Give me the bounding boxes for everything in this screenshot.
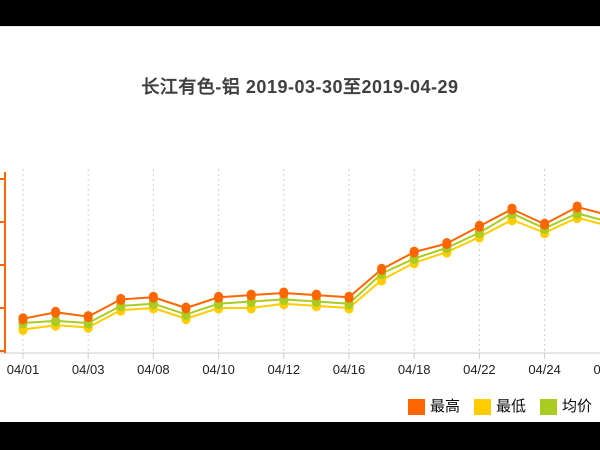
letterbox-bottom [0, 422, 600, 450]
data-point-high[interactable] [116, 293, 126, 305]
data-point-high[interactable] [474, 220, 484, 232]
data-point-high[interactable] [442, 238, 452, 249]
data-point-high[interactable] [540, 218, 550, 230]
legend-item-high[interactable]: 最高 [407, 398, 460, 415]
data-point-high[interactable] [311, 289, 321, 301]
legend-label-avg: 均价 [561, 398, 592, 415]
chart-svg[interactable]: 04/01 04/03 04/08 04/10 04/12 04/16 04/18 04/22… [0, 27, 600, 423]
data-point-high[interactable] [409, 246, 419, 258]
legend-swatch-high [407, 399, 425, 415]
data-point-avg[interactable] [51, 315, 61, 327]
chart-title: 长江有色-铝 2019-03-30至2019-04-29 [141, 77, 459, 97]
data-point-high[interactable] [572, 201, 582, 213]
data-point-high[interactable] [51, 306, 61, 318]
data-point-high[interactable] [279, 287, 289, 299]
x-axis-label: 04/01 [7, 362, 40, 377]
legend-label-high: 最高 [429, 398, 460, 415]
x-axis-label: 04/26 [594, 362, 600, 377]
data-point-high[interactable] [344, 291, 354, 303]
x-axis-label: 04/22 [463, 362, 496, 377]
letterbox-top [0, 0, 600, 26]
data-point-high[interactable] [377, 263, 387, 275]
x-axis-label: 04/24 [528, 362, 561, 377]
x-axis-label: 04/08 [137, 362, 170, 377]
chart-panel: 长江有色-铝 2019-03-30至2019-04-29 04/01 04/03 0… [0, 26, 600, 422]
data-point-high[interactable] [214, 291, 224, 303]
chart-legend: 最高 最低 均价 [407, 398, 592, 416]
legend-swatch-avg [539, 399, 557, 415]
data-point-high[interactable] [507, 203, 517, 215]
data-point-high[interactable] [181, 302, 191, 314]
data-point-high[interactable] [148, 291, 158, 303]
legend-swatch-low [473, 399, 491, 415]
x-axis-label: 04/18 [398, 362, 431, 377]
legend-item-avg[interactable]: 均价 [539, 398, 592, 415]
data-point-high[interactable] [18, 313, 28, 325]
x-axis-label: 04/10 [202, 362, 235, 377]
data-point-high[interactable] [246, 289, 256, 301]
legend-item-low[interactable]: 最低 [473, 398, 526, 415]
x-axis-label: 04/12 [268, 362, 301, 377]
x-axis-label: 04/16 [333, 362, 366, 377]
series-line-avg[interactable] [22, 212, 600, 325]
legend-label-low: 最低 [495, 398, 526, 415]
data-point-high[interactable] [83, 311, 93, 323]
x-axis-label: 04/03 [72, 362, 105, 377]
